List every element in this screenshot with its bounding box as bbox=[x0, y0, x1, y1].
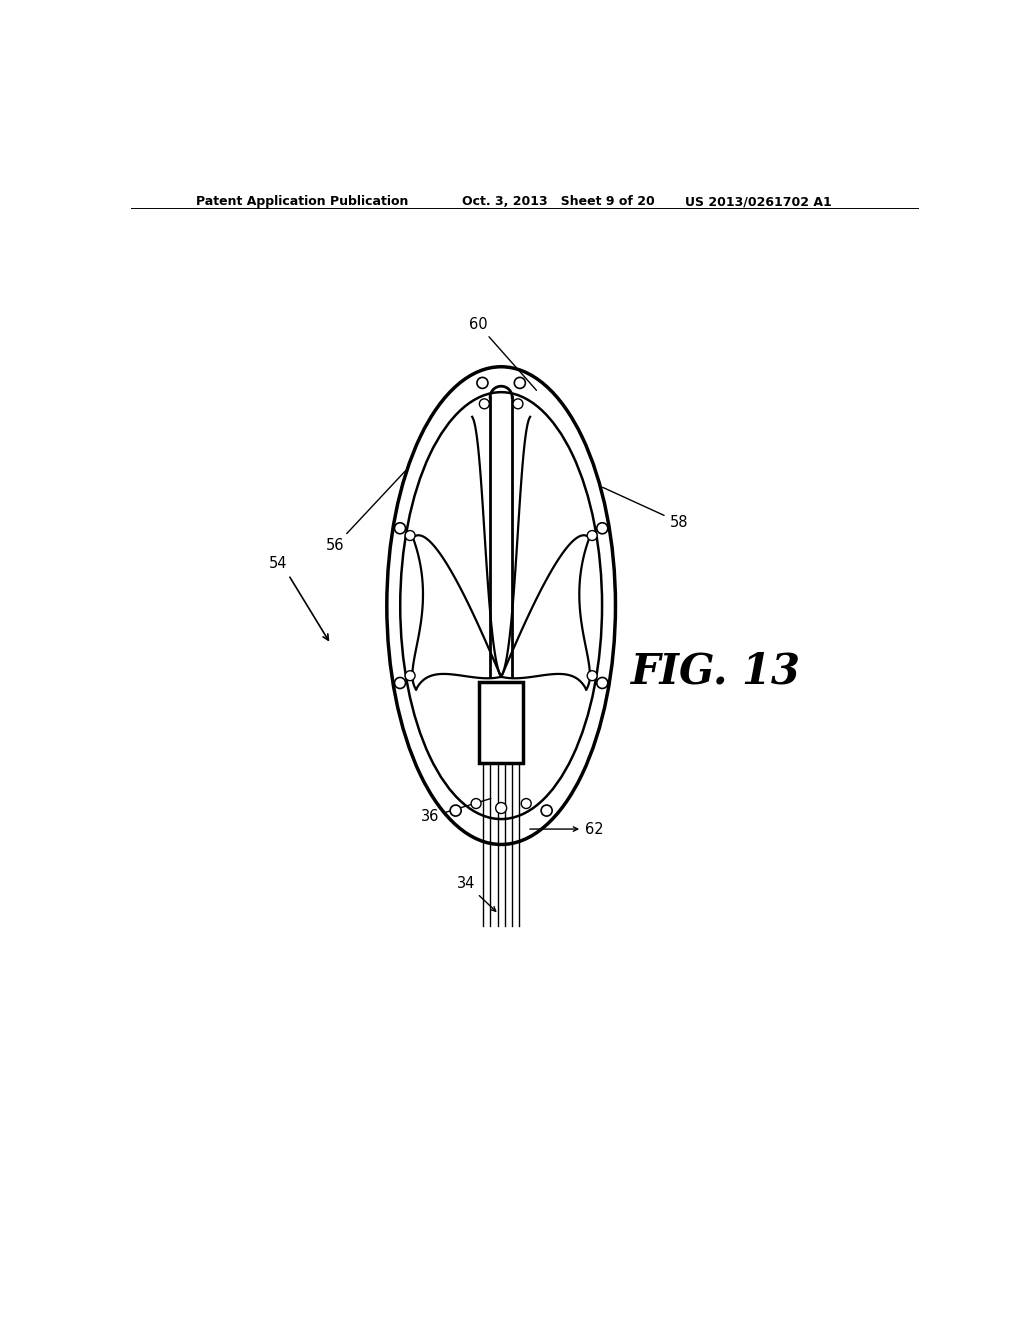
Ellipse shape bbox=[387, 367, 615, 845]
Circle shape bbox=[513, 399, 523, 409]
Circle shape bbox=[541, 805, 552, 816]
Circle shape bbox=[496, 803, 507, 813]
Text: Oct. 3, 2013   Sheet 9 of 20: Oct. 3, 2013 Sheet 9 of 20 bbox=[462, 195, 654, 209]
Text: 58: 58 bbox=[603, 487, 688, 529]
Circle shape bbox=[477, 378, 488, 388]
Ellipse shape bbox=[400, 392, 602, 818]
Circle shape bbox=[479, 399, 489, 409]
Polygon shape bbox=[479, 682, 523, 763]
Circle shape bbox=[394, 523, 406, 533]
Circle shape bbox=[394, 677, 406, 689]
Circle shape bbox=[587, 531, 597, 540]
Text: 34: 34 bbox=[458, 876, 496, 911]
Circle shape bbox=[521, 799, 531, 809]
Text: Patent Application Publication: Patent Application Publication bbox=[196, 195, 409, 209]
Circle shape bbox=[451, 805, 461, 816]
Text: 54: 54 bbox=[269, 556, 288, 570]
Circle shape bbox=[597, 677, 608, 689]
Circle shape bbox=[514, 378, 525, 388]
Text: 60: 60 bbox=[469, 317, 537, 391]
Circle shape bbox=[587, 671, 597, 681]
Text: FIG. 13: FIG. 13 bbox=[631, 651, 801, 693]
Text: 36: 36 bbox=[421, 799, 490, 825]
Circle shape bbox=[471, 799, 481, 809]
Circle shape bbox=[406, 671, 415, 681]
Text: US 2013/0261702 A1: US 2013/0261702 A1 bbox=[685, 195, 831, 209]
Circle shape bbox=[406, 531, 415, 540]
Text: 62: 62 bbox=[529, 821, 603, 837]
Text: 56: 56 bbox=[326, 471, 406, 553]
Circle shape bbox=[597, 523, 608, 533]
